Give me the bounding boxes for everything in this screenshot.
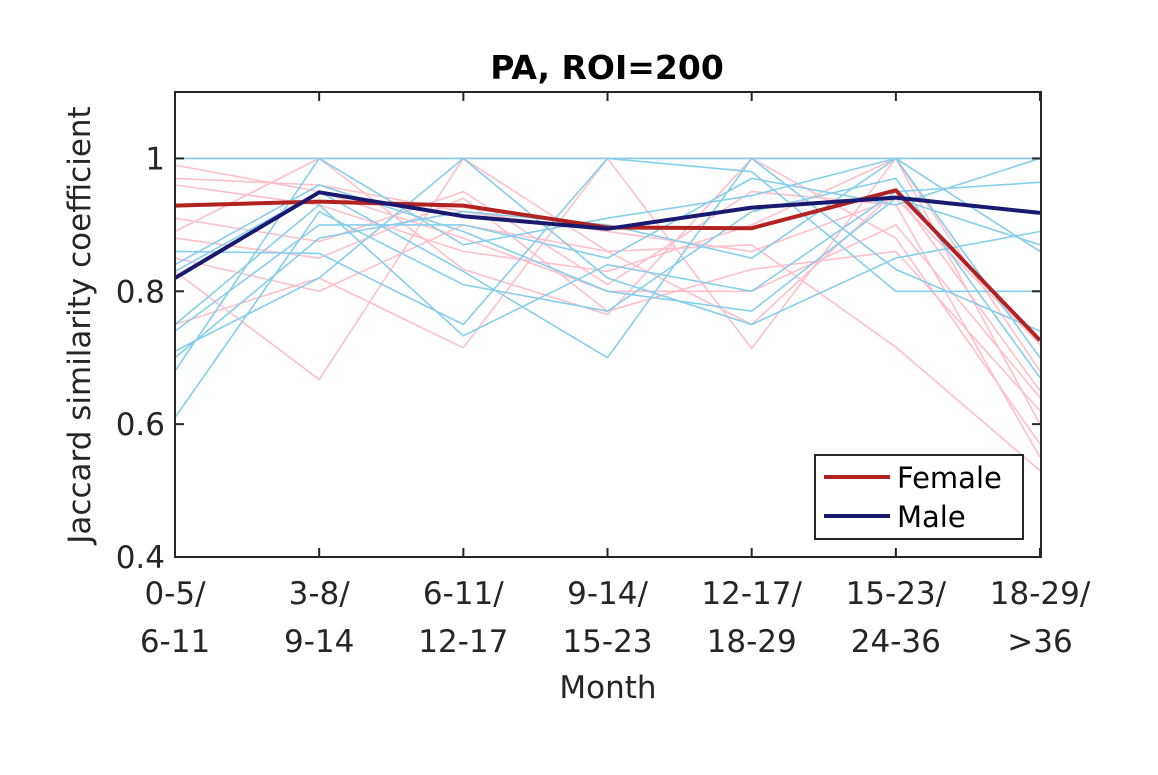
x-axis-label: Month (559, 670, 656, 706)
x-tick-label-line1: 18-29/ (990, 576, 1091, 612)
x-tick-label-line1: 6-11/ (423, 576, 504, 612)
male-subject-line (174, 157, 1041, 352)
x-tick-label-line2: >36 (1007, 624, 1072, 660)
x-tick-label-line2: 9-14 (284, 624, 354, 660)
legend-box (814, 454, 1024, 540)
x-tick-label-line2: 12-17 (418, 624, 508, 660)
series-line-male (173, 190, 1041, 280)
male-subject-line (174, 157, 1041, 359)
x-tick-label-line1: 9-14/ (567, 576, 648, 612)
mean-lines (173, 188, 1042, 342)
y-axis: 0.4 0.6 0.8 1 (116, 141, 1041, 576)
x-tick-label-line1: 3-8/ (289, 576, 351, 612)
y-tick-label: 0.8 (116, 274, 165, 310)
y-tick-label: 0.6 (116, 407, 165, 443)
y-axis-label: Jaccard similarity coefficient (62, 106, 98, 545)
legend: Female Male (814, 454, 1024, 540)
female-subject-line (174, 157, 1041, 472)
male-subject-line (174, 157, 1041, 332)
y-tick-label: 0.4 (116, 540, 165, 576)
x-axis: 0-5/6-11 3-8/9-14 6-11/12-17 9-14/15-23 12-1… (140, 92, 1091, 660)
x-tick-label-line2: 24-36 (851, 624, 941, 660)
x-tick-label-line2: 18-29 (707, 624, 797, 660)
legend-label-male: Male (897, 500, 966, 534)
male-subject-line (174, 177, 1041, 418)
x-tick-label-line1: 12-17/ (701, 576, 802, 612)
male-subject-line (174, 157, 1040, 326)
x-tick-label-line2: 6-11 (140, 624, 210, 660)
chart-title: PA, ROI=200 (490, 48, 724, 87)
x-tick-label-line1: 0-5/ (144, 576, 206, 612)
y-tick-label: 1 (145, 141, 165, 177)
x-tick-label-line2: 15-23 (562, 624, 652, 660)
legend-label-female: Female (897, 461, 1002, 495)
x-tick-label-line1: 15-23/ (846, 576, 947, 612)
